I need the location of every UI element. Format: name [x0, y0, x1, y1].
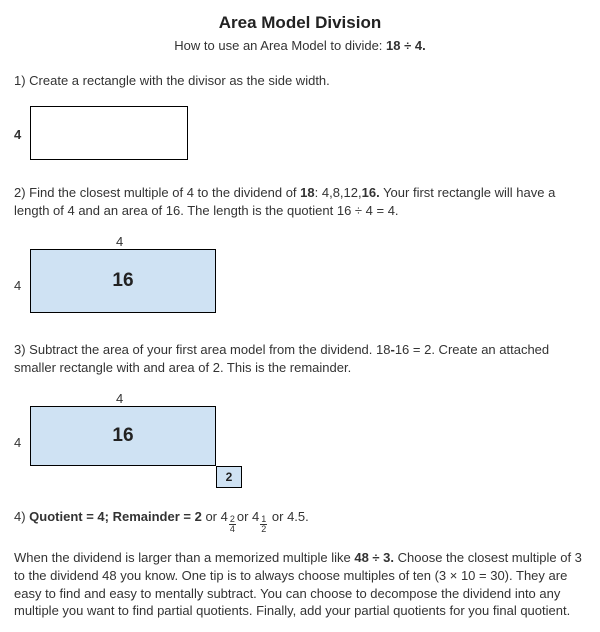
fig3-top-label: 4	[116, 390, 123, 408]
step4-part-e: or 4.5.	[268, 509, 308, 524]
step-2-text: 2) Find the closest multiple of 4 to the…	[14, 184, 586, 219]
page-title: Area Model Division	[14, 12, 586, 35]
closing-paragraph: When the dividend is larger than a memor…	[14, 549, 586, 619]
figure-2: 4 4 16	[16, 233, 586, 323]
subtitle-expression: 18 ÷ 4.	[386, 38, 426, 53]
fig3-remainder-rectangle: 2	[216, 466, 242, 488]
step2-part-c: : 4,8,12,	[315, 185, 362, 200]
fig3-side-label: 4	[14, 434, 21, 452]
step4-part-d: or 4	[237, 509, 259, 524]
page-subtitle: How to use an Area Model to divide: 18 ÷…	[14, 37, 586, 55]
figure-3: 4 4 16 2	[16, 390, 586, 490]
step2-multiple: 16.	[362, 185, 380, 200]
step2-dividend: 18	[300, 185, 314, 200]
subtitle-text: How to use an Area Model to divide:	[174, 38, 386, 53]
step-4-text: 4) Quotient = 4; Remainder = 2 or 424or …	[14, 508, 586, 535]
para-expression: 48 ÷ 3.	[354, 550, 394, 565]
fig2-rectangle: 16	[30, 249, 216, 313]
step4-part-a: 4)	[14, 509, 29, 524]
step-1-text: 1) Create a rectangle with the divisor a…	[14, 72, 586, 90]
frac1-den: 4	[229, 525, 236, 534]
para-part-a: When the dividend is larger than a memor…	[14, 550, 354, 565]
fig3-rectangle: 16	[30, 406, 216, 466]
fig1-side-label: 4	[14, 126, 21, 144]
step4-result: Quotient = 4; Remainder = 2	[29, 509, 202, 524]
step3-part-a: 3) Subtract the area of your first area …	[14, 342, 390, 357]
step-3-text: 3) Subtract the area of your first area …	[14, 341, 586, 376]
figure-1: 4	[16, 104, 586, 166]
fraction-1-2: 12	[260, 515, 267, 534]
frac2-den: 2	[260, 525, 267, 534]
step4-part-c: or 4	[202, 509, 228, 524]
step2-part-a: 2) Find the closest multiple of 4 to the…	[14, 185, 300, 200]
fig2-side-label: 4	[14, 277, 21, 295]
fig1-rectangle	[30, 106, 188, 160]
fig2-top-label: 4	[116, 233, 123, 251]
fraction-2-4: 24	[229, 515, 236, 534]
